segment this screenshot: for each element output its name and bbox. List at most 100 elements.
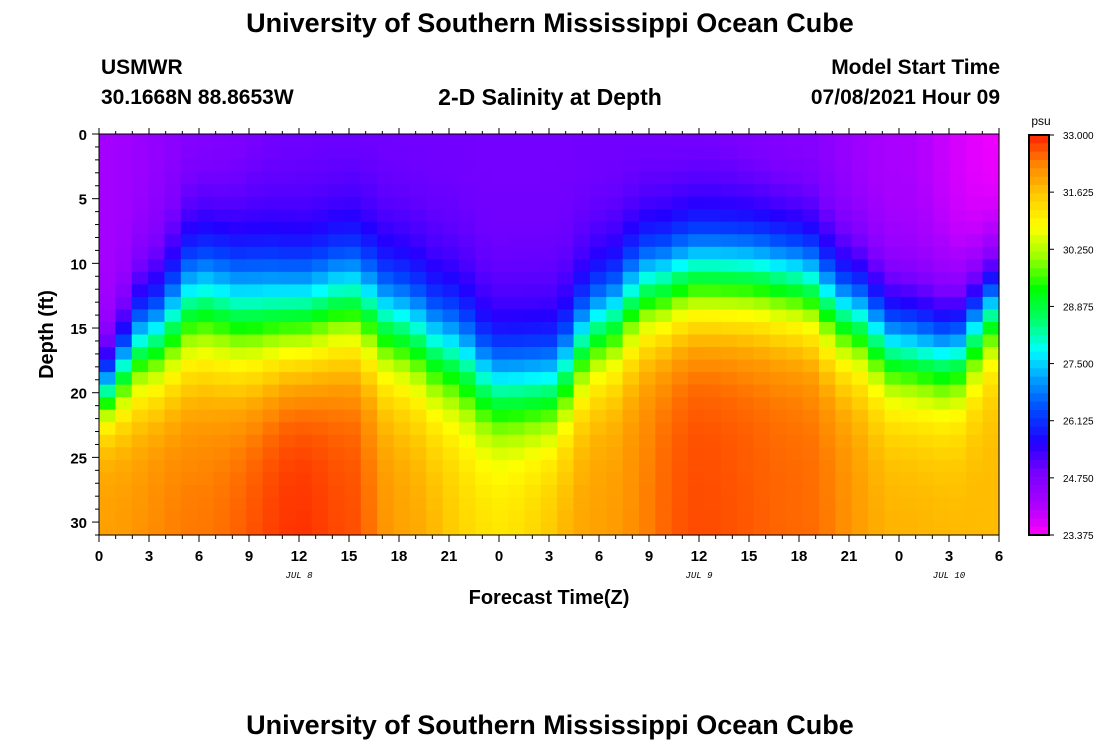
heatmap-cell bbox=[295, 509, 313, 524]
heatmap-cell bbox=[933, 484, 951, 499]
heatmap-cell bbox=[933, 409, 951, 423]
heatmap-cell bbox=[246, 447, 264, 461]
heatmap-cell bbox=[524, 234, 542, 248]
heatmap-cell bbox=[819, 434, 836, 448]
heatmap-cell bbox=[671, 259, 689, 273]
heatmap-cell bbox=[164, 484, 182, 499]
heatmap-cell bbox=[688, 397, 706, 411]
heatmap-cell bbox=[344, 422, 362, 436]
station-coordinates: 30.1668N 88.8653W bbox=[101, 86, 294, 109]
heatmap-cell bbox=[524, 134, 542, 148]
heatmap-cell bbox=[868, 334, 886, 348]
heatmap-cell bbox=[704, 359, 722, 373]
heatmap-cell bbox=[720, 384, 738, 398]
heatmap-cell bbox=[279, 234, 296, 248]
heatmap-cell bbox=[769, 321, 787, 336]
heatmap-cell bbox=[164, 347, 182, 361]
heatmap-cell bbox=[360, 372, 378, 386]
heatmap-cell bbox=[197, 221, 215, 235]
heatmap-cell bbox=[377, 296, 395, 311]
heatmap-cell bbox=[213, 497, 231, 511]
heatmap-cell bbox=[949, 171, 967, 185]
heatmap-cell bbox=[360, 259, 378, 273]
heatmap-cell bbox=[164, 321, 182, 336]
heatmap-cell bbox=[295, 321, 313, 336]
heatmap-cell bbox=[622, 196, 640, 210]
heatmap-cell bbox=[589, 271, 607, 285]
heatmap-cell bbox=[622, 372, 640, 386]
heatmap-cell bbox=[769, 309, 787, 323]
heatmap-cell bbox=[851, 246, 869, 260]
heatmap-cell bbox=[982, 259, 1000, 273]
heatmap-cell bbox=[639, 472, 656, 486]
heatmap-cell bbox=[213, 259, 231, 273]
heatmap-cell bbox=[557, 522, 575, 536]
heatmap-cell bbox=[197, 459, 215, 473]
heatmap-cell bbox=[229, 509, 247, 524]
heatmap-cell bbox=[115, 509, 133, 524]
heatmap-cell bbox=[409, 459, 427, 473]
heatmap-cell bbox=[131, 146, 149, 160]
heatmap-cell bbox=[360, 284, 378, 298]
heatmap-cell bbox=[377, 184, 395, 198]
heatmap-cell bbox=[164, 234, 182, 248]
heatmap-cell bbox=[540, 246, 558, 260]
heatmap-cell bbox=[589, 321, 607, 336]
heatmap-cell bbox=[164, 184, 182, 198]
heatmap-cell bbox=[688, 184, 706, 198]
heatmap-cell bbox=[769, 434, 787, 448]
heatmap-cell bbox=[459, 347, 476, 361]
heatmap-cell bbox=[835, 384, 853, 398]
heatmap-cell bbox=[917, 372, 935, 386]
heatmap-cell bbox=[213, 447, 231, 461]
heatmap-cell bbox=[786, 284, 804, 298]
heatmap-cell bbox=[442, 309, 460, 323]
heatmap-cell bbox=[164, 434, 182, 448]
heatmap-cell bbox=[115, 321, 133, 336]
heatmap-cell bbox=[720, 509, 738, 524]
heatmap-cell bbox=[426, 484, 444, 499]
heatmap-cell bbox=[688, 271, 706, 285]
heatmap-cell bbox=[933, 347, 951, 361]
heatmap-cell bbox=[786, 134, 804, 148]
heatmap-cell bbox=[99, 497, 116, 511]
colorbar-band bbox=[1029, 401, 1049, 411]
heatmap-cell bbox=[311, 447, 329, 461]
heatmap-cell bbox=[573, 497, 591, 511]
heatmap-cell bbox=[786, 321, 804, 336]
heatmap-cell bbox=[409, 134, 427, 148]
heatmap-cell bbox=[508, 134, 526, 148]
heatmap-cell bbox=[328, 434, 346, 448]
heatmap-cell bbox=[491, 271, 509, 285]
heatmap-cell bbox=[344, 159, 362, 173]
heatmap-cell bbox=[688, 259, 706, 273]
heatmap-cell bbox=[933, 296, 951, 311]
heatmap-cell bbox=[442, 397, 460, 411]
heatmap-cell bbox=[851, 397, 869, 411]
heatmap-cell bbox=[786, 184, 804, 198]
colorbar-band bbox=[1029, 393, 1049, 403]
heatmap-cell bbox=[720, 459, 738, 473]
heatmap-cell bbox=[933, 259, 951, 273]
heatmap-cell bbox=[819, 522, 836, 536]
heatmap-cell bbox=[442, 472, 460, 486]
heatmap-cell bbox=[393, 221, 411, 235]
heatmap-cell bbox=[917, 271, 935, 285]
heatmap-cell bbox=[688, 459, 706, 473]
heatmap-cell bbox=[197, 259, 215, 273]
heatmap-cell bbox=[884, 509, 902, 524]
heatmap-cell bbox=[115, 334, 133, 348]
heatmap-cell bbox=[671, 196, 689, 210]
heatmap-cell bbox=[180, 196, 198, 210]
heatmap-cell bbox=[213, 209, 231, 223]
heatmap-cell bbox=[229, 134, 247, 148]
heatmap-cell bbox=[851, 221, 869, 235]
heatmap-cell bbox=[524, 309, 542, 323]
heatmap-cell bbox=[573, 434, 591, 448]
heatmap-cell bbox=[802, 134, 820, 148]
heatmap-cell bbox=[524, 196, 542, 210]
heatmap-cell bbox=[524, 409, 542, 423]
heatmap-cell bbox=[639, 234, 656, 248]
heatmap-cell bbox=[360, 309, 378, 323]
heatmap-cell bbox=[508, 422, 526, 436]
